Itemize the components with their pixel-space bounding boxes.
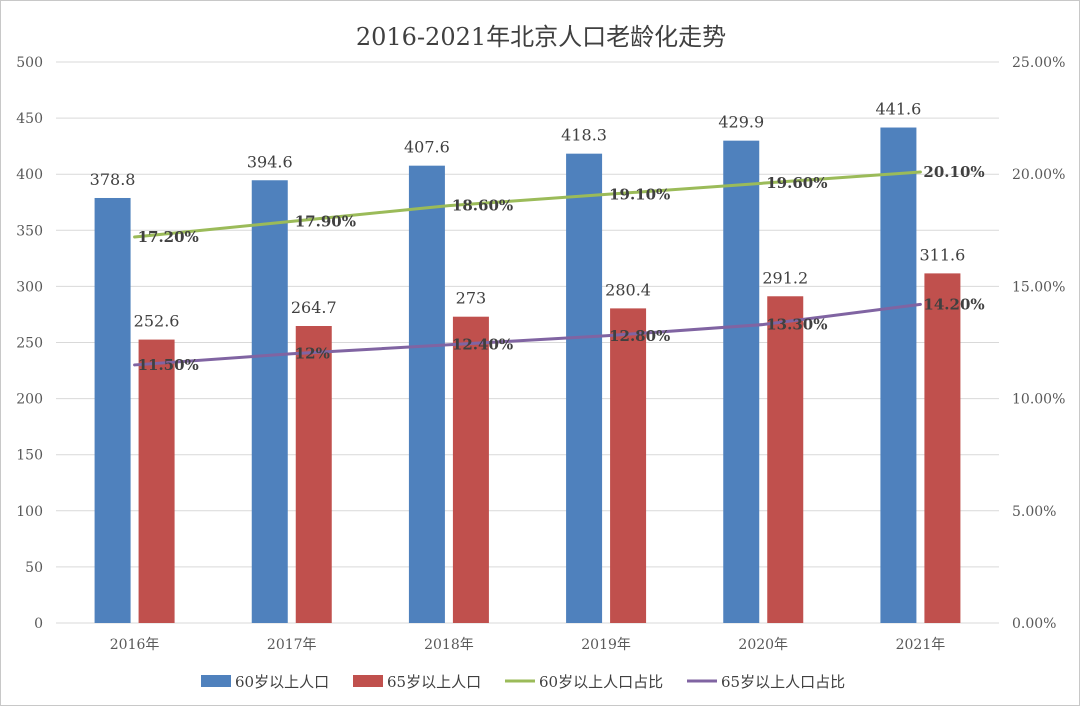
line-value-label: 18.60% [452, 197, 513, 215]
y-right-tick-label: 10.00% [1012, 392, 1065, 408]
legend-item: 65岁以上人口 [353, 673, 481, 691]
x-axis: 2016年 2017年 2018年 2019年 2020年 2021年 [110, 637, 945, 653]
bar-65plus [767, 296, 804, 623]
bar-65plus [138, 339, 175, 623]
legend-item: 60岁以上人口 [201, 673, 329, 691]
line-value-label: 19.10% [609, 185, 670, 203]
x-tick-label: 2020年 [738, 637, 788, 653]
data-labels: 378.8 394.6 407.6 418.3 429.9 441.6 252.6 264.7… [90, 100, 985, 374]
y-right-tick-label: 15.00% [1012, 279, 1065, 295]
bar-65plus [295, 326, 332, 623]
bar-60plus [251, 180, 288, 624]
x-tick-label: 2018年 [424, 637, 474, 653]
bar-value-label: 311.6 [920, 245, 966, 264]
bar-65plus [924, 273, 961, 623]
line-60plus-share [133, 170, 922, 239]
bar-value-label: 407.6 [404, 138, 450, 157]
legend-label: 60岁以上人口占比 [539, 673, 663, 691]
line-value-label: 17.20% [138, 228, 199, 246]
bar-value-label: 252.6 [134, 312, 180, 331]
chart-title: 2016-2021年北京人口老龄化走势 [356, 23, 726, 51]
legend-swatch [201, 675, 231, 687]
x-tick-label: 2021年 [896, 637, 946, 653]
line-value-label: 13.30% [766, 316, 827, 334]
legend-swatch [353, 675, 383, 687]
y-left-tick-label: 350 [16, 223, 43, 239]
bar-value-label: 273 [456, 289, 487, 308]
legend-label: 60岁以上人口 [235, 673, 329, 691]
line-value-label: 19.60% [766, 174, 827, 192]
y-left-tick-label: 200 [16, 392, 43, 408]
bar-value-label: 394.6 [247, 152, 293, 171]
legend-label: 65岁以上人口占比 [721, 673, 845, 691]
gridlines [56, 61, 999, 624]
y-left-tick-label: 400 [16, 167, 43, 183]
bar-value-label: 280.4 [605, 280, 651, 299]
line-value-label: 20.10% [923, 163, 984, 181]
y-right-tick-label: 5.00% [1012, 504, 1056, 520]
y-left-tick-label: 450 [16, 111, 43, 127]
y-left-tick-label: 100 [16, 504, 43, 520]
bar-60plus [880, 127, 917, 623]
bar-60plus [408, 165, 445, 624]
bar-60plus [94, 197, 131, 624]
bar-65plus [610, 308, 647, 623]
bar-value-label: 429.9 [718, 113, 764, 132]
y-left-tick-label: 50 [25, 560, 43, 576]
line-value-label: 17.90% [295, 212, 356, 230]
lines [133, 170, 922, 367]
line-65plus-share [133, 302, 922, 367]
y-right-tick-label: 20.00% [1012, 167, 1065, 183]
y-left-tick-label: 500 [16, 55, 43, 71]
line-value-label: 12.80% [609, 327, 670, 345]
bar-value-label: 378.8 [90, 170, 136, 189]
bar-60plus [723, 140, 760, 623]
line-value-label: 12.40% [452, 336, 513, 354]
y-axis-left: 0 50 100 150 200 250 300 350 400 450 500 [16, 55, 43, 632]
line-value-label: 11.50% [138, 356, 199, 374]
bar-value-label: 441.6 [876, 100, 922, 119]
y-left-tick-label: 150 [16, 448, 43, 464]
x-tick-label: 2017年 [267, 637, 317, 653]
y-right-tick-label: 0.00% [1012, 616, 1056, 632]
line-value-label: 14.20% [923, 295, 984, 313]
y-left-tick-label: 0 [34, 616, 43, 632]
y-left-tick-label: 250 [16, 336, 43, 352]
line-value-label: 12% [295, 345, 330, 363]
bar-65plus [452, 316, 489, 623]
legend-item: 60岁以上人口占比 [505, 673, 663, 691]
bar-value-label: 291.2 [762, 268, 808, 287]
y-axis-right: 0.00% 5.00% 10.00% 15.00% 20.00% 25.00% [1012, 55, 1065, 632]
y-right-tick-label: 25.00% [1012, 55, 1065, 71]
bar-60plus [566, 153, 603, 623]
x-tick-label: 2019年 [581, 637, 631, 653]
x-tick-label: 2016年 [110, 637, 160, 653]
legend-item: 65岁以上人口占比 [687, 673, 845, 691]
legend-label: 65岁以上人口 [387, 673, 481, 691]
bar-value-label: 418.3 [561, 126, 607, 145]
bar-value-label: 264.7 [291, 298, 337, 317]
legend: 60岁以上人口 65岁以上人口 60岁以上人口占比 65岁以上人口占比 [201, 673, 845, 691]
bars [94, 127, 961, 624]
y-left-tick-label: 300 [16, 279, 43, 295]
